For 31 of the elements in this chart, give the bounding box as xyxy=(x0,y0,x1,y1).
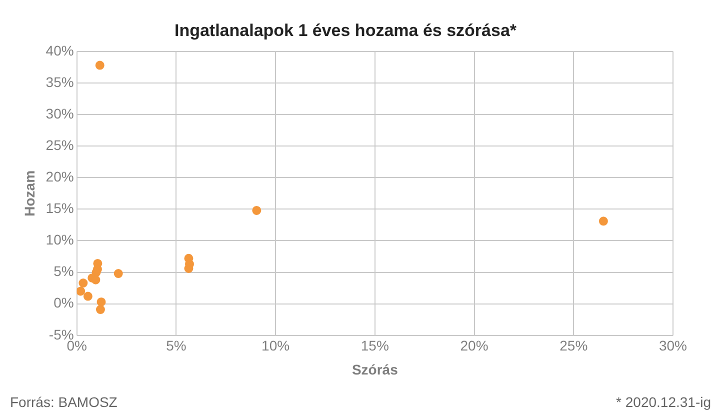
y-tick-label: 25% xyxy=(46,136,74,153)
point xyxy=(96,305,105,314)
y-tick-label: 20% xyxy=(46,168,74,184)
y-tick-label: 5% xyxy=(54,263,74,280)
y-tick-label: 0% xyxy=(54,294,74,311)
text: Forrás: BAMOSZ xyxy=(10,394,118,410)
point xyxy=(91,275,100,284)
y-tick-label: 30% xyxy=(46,105,74,122)
point xyxy=(78,278,88,288)
x-tick-label: 15% xyxy=(360,338,389,354)
x-tick-label: 20% xyxy=(460,338,488,354)
y-tick-label: 15% xyxy=(46,200,74,216)
y-tick-label: 40% xyxy=(46,42,74,58)
point xyxy=(114,269,123,278)
x-tick-label: 5% xyxy=(166,338,186,354)
chart-title: Ingatlanalapok 1 éves hozama és szórása* xyxy=(174,20,517,40)
point xyxy=(96,297,106,306)
x-axis-title: Szórás xyxy=(352,361,398,378)
y-axis-title: Hozam xyxy=(21,170,38,216)
x-tick-label: 10% xyxy=(262,338,290,354)
x-tick-label: 30% xyxy=(658,338,688,354)
point xyxy=(252,206,262,215)
y-tick-label: 35% xyxy=(46,74,74,90)
point xyxy=(83,292,92,301)
text: * 2020.12.31-ig xyxy=(616,394,711,410)
point xyxy=(76,286,86,296)
y-tick-label: -5% xyxy=(48,326,74,342)
y-tick-label: 10% xyxy=(46,232,74,248)
point xyxy=(95,60,104,70)
x-tick-label: 25% xyxy=(560,338,588,354)
point xyxy=(598,216,608,226)
